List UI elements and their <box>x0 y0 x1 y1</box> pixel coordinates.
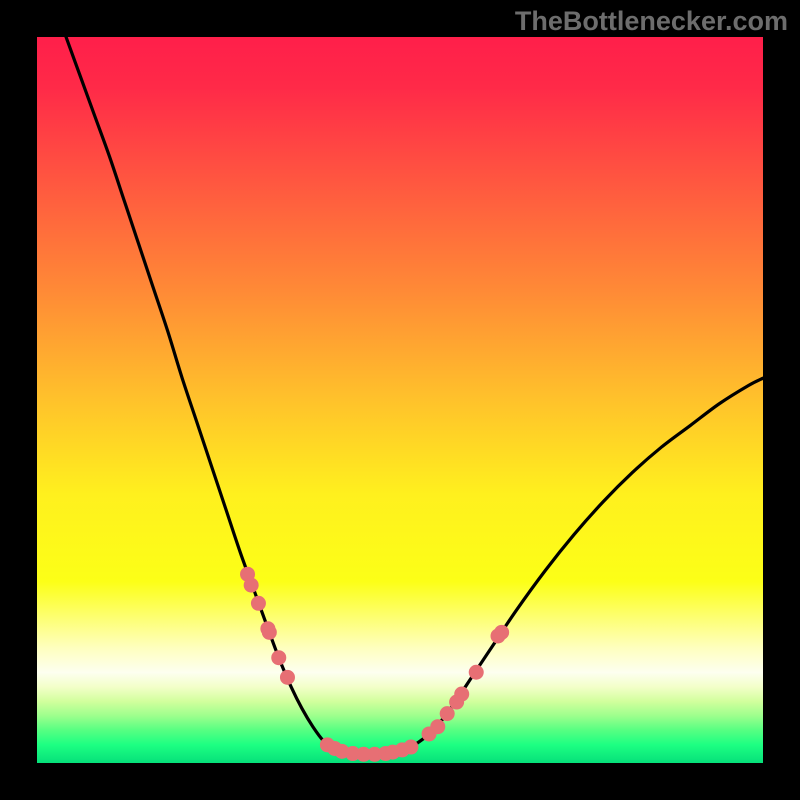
gradient-background <box>37 37 763 763</box>
data-marker <box>271 650 286 665</box>
data-marker <box>469 665 484 680</box>
data-marker <box>430 719 445 734</box>
data-marker <box>403 740 418 755</box>
watermark-text: TheBottlenecker.com <box>515 6 788 37</box>
data-marker <box>494 625 509 640</box>
plot-svg <box>37 37 763 763</box>
data-marker <box>244 578 259 593</box>
data-marker <box>454 687 469 702</box>
data-marker <box>262 625 277 640</box>
data-marker <box>440 706 455 721</box>
plot-area <box>37 37 763 763</box>
data-marker <box>251 596 266 611</box>
data-marker <box>280 670 295 685</box>
